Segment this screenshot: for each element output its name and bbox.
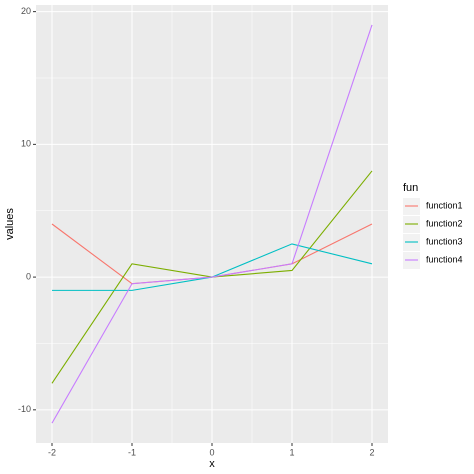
legend-title: fun	[403, 182, 418, 194]
y-tick-label: -10	[18, 404, 31, 414]
x-tick-label: -1	[128, 447, 136, 457]
y-tick-label: 10	[21, 139, 31, 149]
x-axis-title: x	[209, 458, 215, 470]
x-tick-label: 1	[289, 447, 294, 457]
y-tick-label: 20	[21, 6, 31, 16]
x-tick-label: -2	[48, 447, 56, 457]
y-tick-label: 0	[26, 271, 31, 281]
legend-label: function4	[426, 254, 463, 264]
legend-label: function3	[426, 236, 463, 246]
legend-label: function2	[426, 218, 463, 228]
legend-label: function1	[426, 200, 463, 210]
y-axis-title: values	[4, 208, 16, 240]
x-tick-label: 2	[369, 447, 374, 457]
x-tick-label: 0	[209, 447, 214, 457]
series-line	[51, 24, 373, 424]
